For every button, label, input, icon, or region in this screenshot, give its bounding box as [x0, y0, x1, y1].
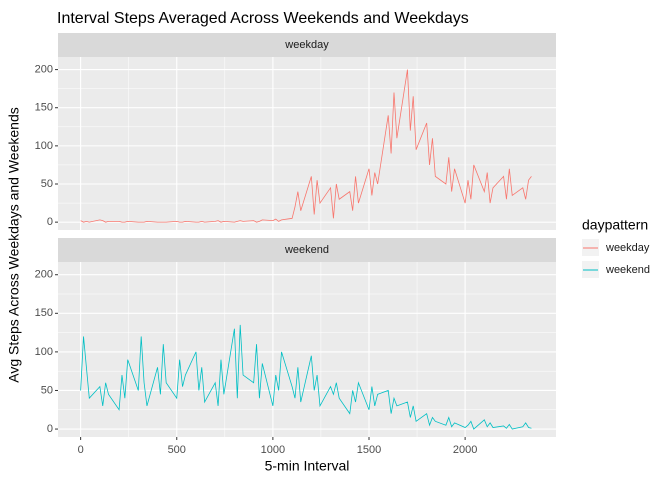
strip-label: weekend	[284, 244, 329, 256]
y-tick-label: 100	[35, 346, 53, 358]
y-tick-label: 0	[47, 423, 53, 435]
y-tick-label: 200	[35, 269, 53, 281]
x-tick-label: 1500	[357, 444, 381, 456]
x-axis-label: 5-min Interval	[265, 458, 350, 474]
x-tick-label: 1000	[261, 444, 285, 456]
legend-label: weekend	[605, 264, 650, 276]
y-axis-label: Avg Steps Across Weekdays and Weekends	[6, 107, 22, 383]
x-tick-label: 500	[168, 444, 186, 456]
strip-label: weekday	[284, 39, 329, 51]
panel	[58, 57, 556, 230]
y-tick-label: 50	[41, 384, 53, 396]
series-line	[80, 324, 532, 430]
y-tick-label: 100	[35, 140, 53, 152]
y-tick-label: 150	[35, 102, 53, 114]
y-tick-label: 200	[35, 63, 53, 75]
y-tick-label: 0	[47, 216, 53, 228]
x-tick-label: 0	[78, 444, 84, 456]
x-tick-label: 2000	[453, 444, 477, 456]
strip	[58, 238, 556, 262]
legend-label: weekday	[605, 242, 650, 254]
panel	[58, 262, 556, 437]
chart-title: Interval Steps Averaged Across Weekends …	[57, 10, 469, 27]
y-tick-label: 150	[35, 307, 53, 319]
series-line	[80, 69, 532, 223]
legend-title: daypattern	[582, 217, 648, 233]
y-tick-label: 50	[41, 178, 53, 190]
strip	[58, 33, 556, 57]
